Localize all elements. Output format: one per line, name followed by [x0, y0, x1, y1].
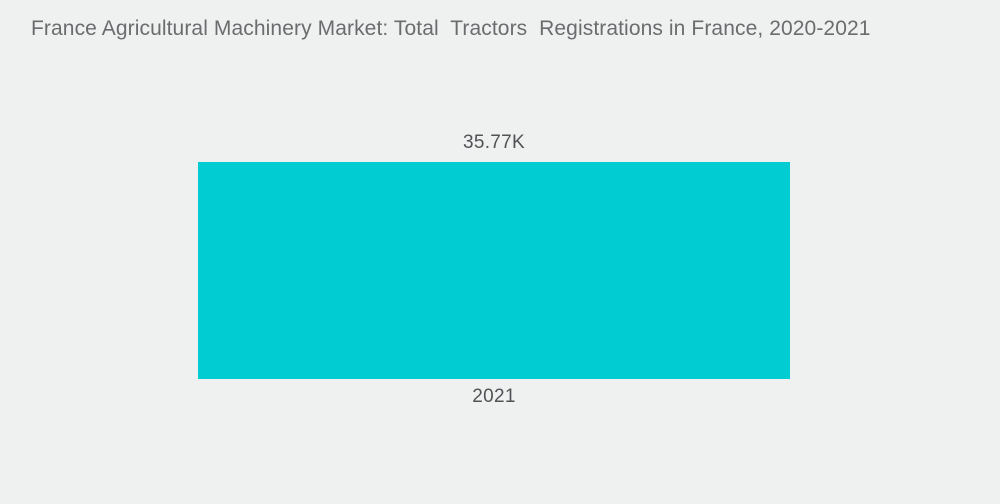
chart-title: France Agricultural Machinery Market: To… — [31, 17, 871, 40]
plot-area: 35.77K 2021 — [0, 60, 1000, 460]
x-axis-label-2021: 2021 — [472, 386, 516, 407]
bar-2021 — [198, 162, 790, 379]
bar-value-label: 35.77K — [462, 132, 526, 153]
